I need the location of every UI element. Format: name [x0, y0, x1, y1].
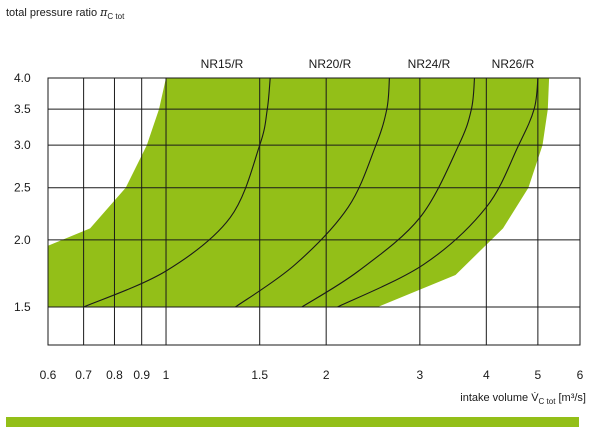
operating-range-fill [48, 78, 550, 307]
x-tick-label: 0.6 [40, 368, 57, 382]
bottom-accent-band [6, 417, 579, 427]
y-tick-label: 3.0 [14, 138, 31, 152]
x-tick-label: 5 [535, 368, 542, 382]
plot-frame [47, 77, 581, 346]
series-line-nr20-r [235, 77, 390, 308]
x-tick-label: 0.9 [133, 368, 150, 382]
x-tick-label: 0.8 [106, 368, 123, 382]
x-tick-label: 6 [577, 368, 584, 382]
x-tick-label: 2 [323, 368, 330, 382]
model-labels: NR15/R NR20/R NR24/R NR26/R [201, 57, 535, 71]
x-tick-label: 3 [417, 368, 424, 382]
model-label: NR24/R [408, 57, 451, 71]
x-tick-label: 1.5 [251, 368, 268, 382]
series-lines [83, 77, 539, 308]
x-tick-label: 1 [163, 368, 170, 382]
x-tick-label: 4 [483, 368, 490, 382]
model-label: NR20/R [309, 57, 352, 71]
x-axis-label: intake volume V̇C tot [m³/s] [460, 391, 586, 406]
model-label: NR15/R [201, 57, 244, 71]
x-tick-labels: 0.6 0.7 0.8 0.9 1 1.5 2 3 4 5 6 [40, 368, 584, 382]
y-tick-label: 2.0 [14, 233, 31, 247]
x-tick-label: 0.7 [75, 368, 92, 382]
series-line-nr24-r [301, 77, 476, 308]
model-label: NR26/R [492, 57, 535, 71]
y-tick-labels: 1.5 2.0 2.5 3.0 3.5 4.0 [14, 71, 31, 314]
y-axis-label: total pressure ratio πC tot [6, 6, 125, 21]
y-tick-label: 4.0 [14, 71, 31, 85]
y-tick-label: 3.5 [14, 102, 31, 116]
plot-area [47, 77, 581, 346]
y-tick-label: 1.5 [14, 300, 31, 314]
series-line-nr15-r [83, 77, 271, 308]
series-line-nr26-r [337, 77, 539, 308]
y-tick-label: 2.5 [14, 181, 31, 195]
grid [47, 77, 581, 346]
